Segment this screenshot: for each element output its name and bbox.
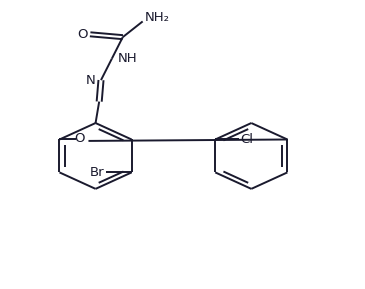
- Text: N: N: [86, 74, 96, 87]
- Text: O: O: [78, 28, 88, 41]
- Text: Br: Br: [90, 166, 104, 179]
- Text: Cl: Cl: [241, 133, 254, 146]
- Text: O: O: [74, 131, 85, 144]
- Text: NH₂: NH₂: [145, 11, 169, 24]
- Text: NH: NH: [117, 52, 137, 65]
